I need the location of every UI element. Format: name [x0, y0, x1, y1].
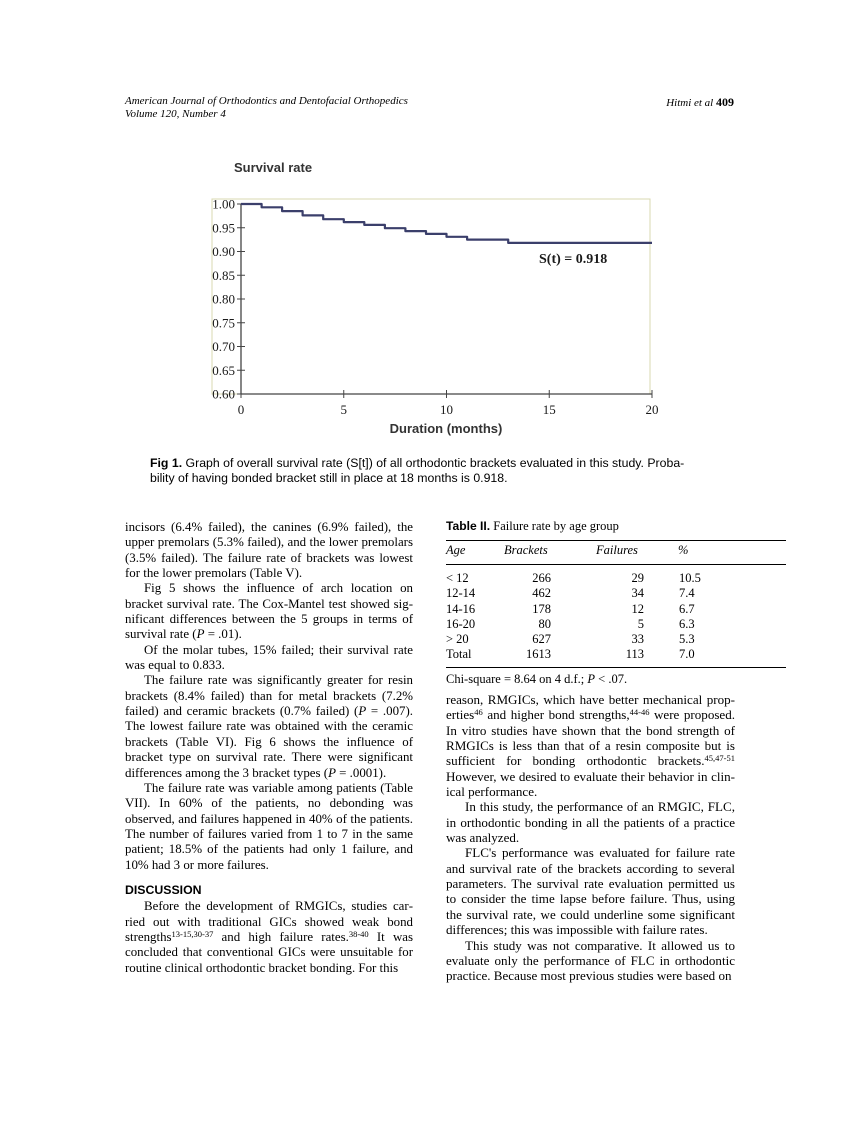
svg-text:S(t) = 0.918: S(t) = 0.918 [539, 252, 607, 267]
svg-text:20: 20 [646, 402, 659, 417]
svg-text:0.60: 0.60 [212, 387, 235, 402]
svg-text:Survival rate: Survival rate [234, 160, 312, 175]
svg-text:0.90: 0.90 [212, 244, 235, 259]
svg-text:0: 0 [238, 402, 245, 417]
svg-text:15: 15 [543, 402, 556, 417]
svg-text:0.80: 0.80 [212, 292, 235, 307]
svg-text:10: 10 [440, 402, 453, 417]
svg-text:5: 5 [341, 402, 348, 417]
svg-text:0.75: 0.75 [212, 315, 235, 330]
svg-text:0.70: 0.70 [212, 339, 235, 354]
svg-text:0.65: 0.65 [212, 363, 235, 378]
svg-text:Duration (months): Duration (months) [390, 421, 503, 436]
svg-text:1.00: 1.00 [212, 197, 235, 212]
svg-text:0.95: 0.95 [212, 220, 235, 235]
svg-text:0.85: 0.85 [212, 268, 235, 283]
